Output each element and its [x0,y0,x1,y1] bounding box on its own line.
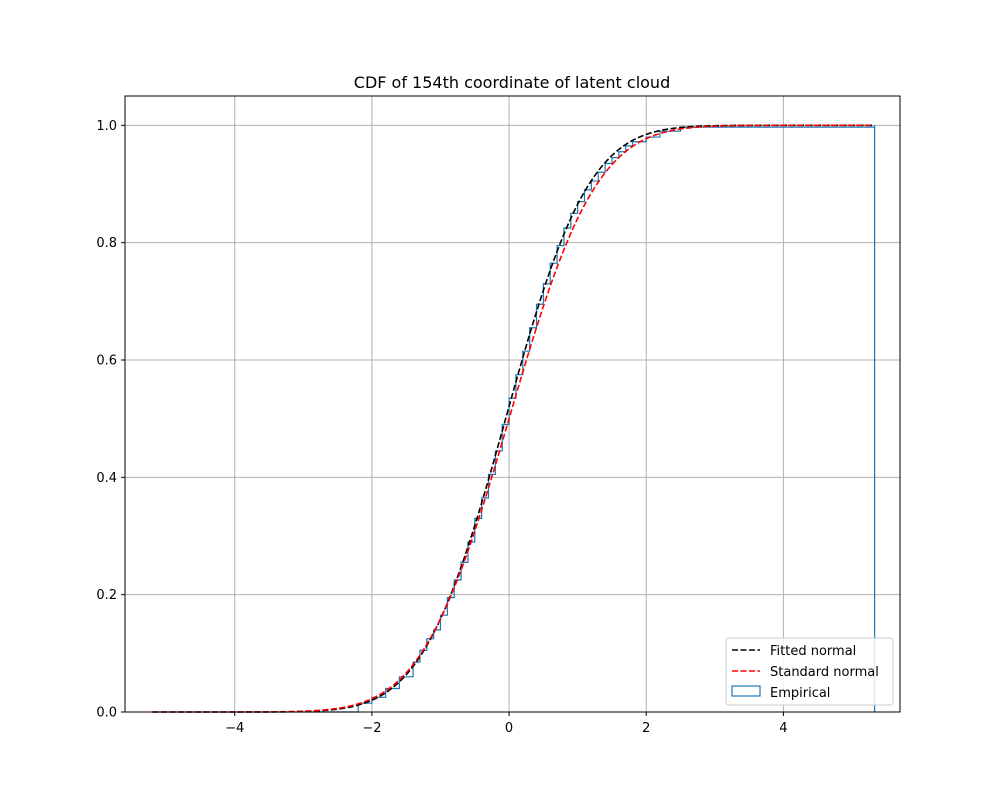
legend-swatch-empirical [731,685,761,697]
legend-box [725,637,894,706]
legend-label-fitted: Fitted normal [770,644,856,659]
y-tick-label: 0.8 [96,236,117,251]
legend-label-empirical: Empirical [770,686,830,701]
x-tick-label: −4 [225,721,244,736]
legend: Fitted normal Standard normal Empirical [725,637,894,706]
chart-title: CDF of 154th coordinate of latent cloud [354,73,670,92]
ticks: −4 −2 0 2 4 0.0 0.2 0.4 0.6 0.8 1.0 [96,119,787,736]
x-tick-label: 0 [505,721,513,736]
y-tick-label: 1.0 [96,119,117,134]
y-tick-label: 0.6 [96,354,117,369]
x-tick-label: 4 [779,721,787,736]
x-tick-label: 2 [642,721,650,736]
y-tick-label: 0.4 [96,471,117,486]
x-tick-label: −2 [362,721,381,736]
y-tick-label: 0.0 [96,706,117,721]
axes-frame [124,95,901,713]
y-tick-label: 0.2 [96,588,117,603]
legend-label-standard: Standard normal [770,665,879,680]
